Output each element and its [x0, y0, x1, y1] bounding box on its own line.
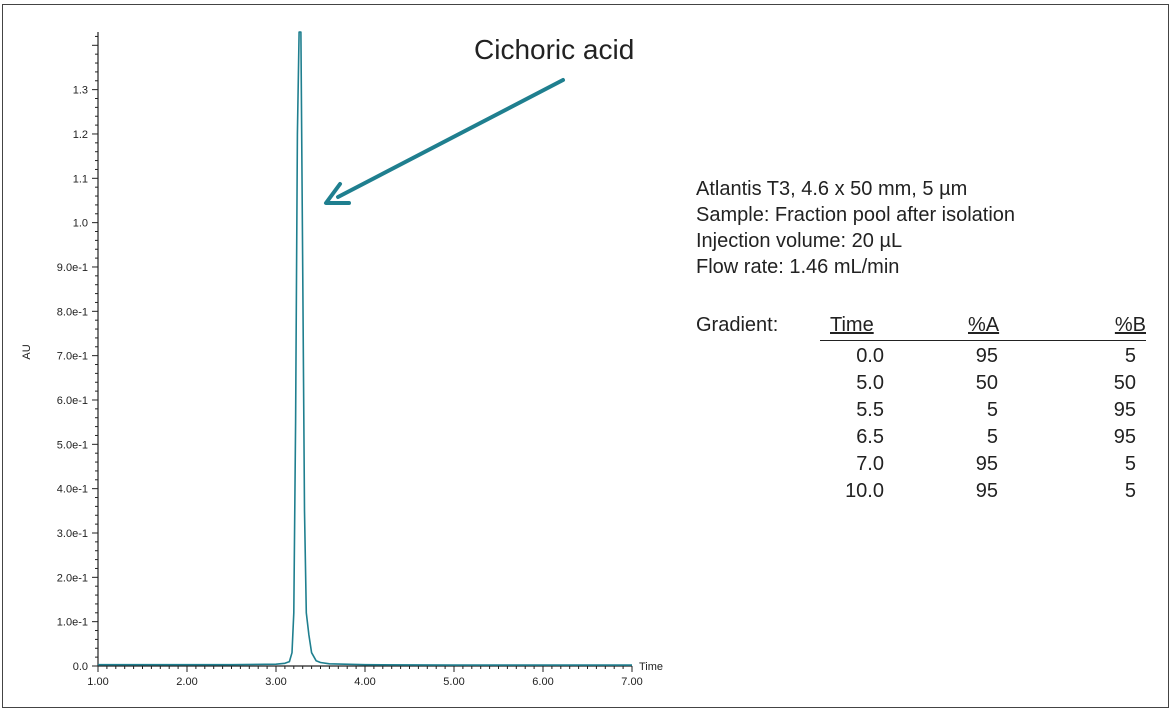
y-tick-label: 1.3 — [73, 85, 88, 97]
gradient-row: 6.5 5 95 — [820, 422, 1146, 449]
gradient-row: 10.0 95 5 — [820, 476, 1146, 503]
gradient-cell-time: 5.5 — [856, 399, 884, 421]
x-tick-label: 2.00 — [176, 676, 197, 688]
x-tick-label: 7.00 — [621, 676, 642, 688]
gradient-cell-time: 6.5 — [856, 426, 884, 448]
method-info-line: Flow rate: 1.46 mL/min — [696, 256, 900, 278]
gradient-cell-a: 95 — [975, 453, 998, 475]
gradient-cell-a: 95 — [975, 480, 998, 502]
figure-frame — [2, 4, 1169, 708]
y-tick-label: 1.2 — [73, 129, 88, 141]
y-tick-label: 1.1 — [73, 173, 88, 185]
gradient-cell-b: 5 — [1124, 453, 1136, 475]
gradient-cell-b: 50 — [1113, 372, 1136, 394]
y-tick-label: 1.0 — [73, 218, 88, 230]
method-info: Atlantis T3, 4.6 x 50 mm, 5 µm Sample: Fr… — [696, 176, 1015, 280]
y-tick-label: 2.0e-1 — [57, 572, 88, 584]
gradient-grid: Time %A %B 0.0 95 5 5.0 50 50 5.5 5 95 6.5 5 95 7.0 9… — [820, 314, 1146, 503]
x-tick-label: 5.00 — [443, 676, 464, 688]
y-tick-label: 1.0e-1 — [57, 617, 88, 629]
method-info-line: Atlantis T3, 4.6 x 50 mm, 5 µm — [696, 178, 968, 200]
gradient-row: 5.0 50 50 — [820, 368, 1146, 395]
annotation-label: Cichoric acid — [474, 34, 634, 65]
y-tick-label: 8.0e-1 — [57, 306, 88, 318]
gradient-cell-time: 0.0 — [856, 345, 884, 367]
gradient-cell-time: 10.0 — [845, 480, 884, 502]
gradient-cell-a: 5 — [986, 426, 998, 448]
x-tick-label: 3.00 — [265, 676, 286, 688]
y-tick-label: 3.0e-1 — [57, 528, 88, 540]
method-info-line: Injection volume: 20 µL — [696, 230, 903, 252]
gradient-cell-a: 5 — [986, 399, 998, 421]
annotation-arrow-head — [324, 182, 351, 205]
y-tick-label: 0.0 — [73, 661, 88, 673]
gradient-label: Gradient: — [696, 314, 779, 336]
y-tick-label: 7.0e-1 — [57, 351, 88, 363]
chromatogram-trace — [98, 31, 632, 666]
y-tick-label: 6.0e-1 — [57, 395, 88, 407]
gradient-cell-a: 95 — [975, 345, 998, 367]
gradient-cell-b: 95 — [1113, 426, 1136, 448]
gradient-cell-b: 95 — [1113, 399, 1136, 421]
gradient-cell-b: 5 — [1124, 480, 1136, 502]
gradient-row: 7.0 95 5 — [820, 449, 1146, 476]
gradient-rows: 0.0 95 5 5.0 50 50 5.5 5 95 6.5 5 95 7.0 95 5 10.0 95 5 — [820, 341, 1146, 503]
x-tick-label: 4.00 — [354, 676, 375, 688]
x-tick-label: 6.00 — [532, 676, 553, 688]
gradient-row: 0.0 95 5 — [820, 341, 1146, 368]
gradient-cell-a: 50 — [975, 372, 998, 394]
y-axis-label: AU — [21, 344, 33, 359]
gradient-header-b: %B — [1114, 314, 1146, 336]
gradient-header-row: Time %A %B — [820, 314, 1146, 341]
gradient-header-a: %A — [968, 314, 1000, 336]
gradient-row: 5.5 5 95 — [820, 395, 1146, 422]
x-tick-label: 1.00 — [87, 676, 108, 688]
y-tick-label: 9.0e-1 — [57, 262, 88, 274]
annotation-arrow-shaft — [336, 78, 565, 199]
y-tick-label: 5.0e-1 — [57, 439, 88, 451]
y-tick-label: 4.0e-1 — [57, 484, 88, 496]
gradient-cell-b: 5 — [1124, 345, 1136, 367]
gradient-cell-time: 5.0 — [856, 372, 884, 394]
gradient-cell-time: 7.0 — [856, 453, 884, 475]
x-axis-label: Time — [639, 661, 663, 673]
gradient-header-time: Time — [830, 314, 874, 336]
method-info-line: Sample: Fraction pool after isolation — [696, 204, 1016, 226]
